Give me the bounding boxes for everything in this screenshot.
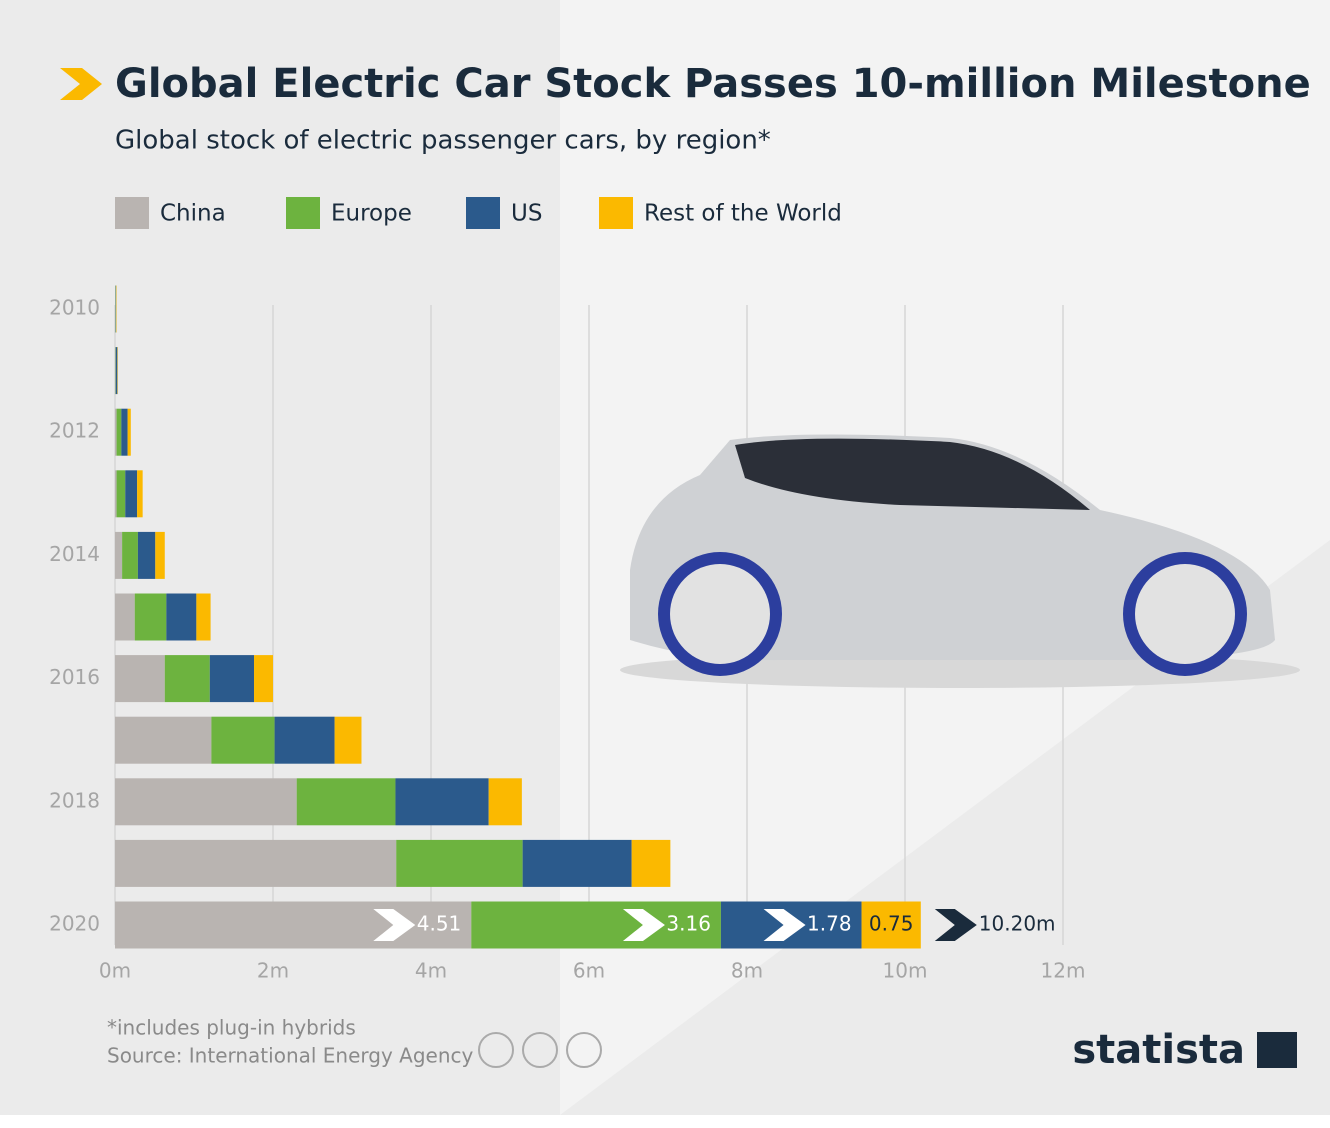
chart-title: Global Electric Car Stock Passes 10-mill… — [115, 61, 1311, 107]
y-tick-label: 2016 — [49, 665, 100, 689]
total-label: 10.20m — [979, 912, 1056, 936]
bar-segment — [115, 778, 297, 826]
legend-swatch — [599, 197, 633, 229]
bar-segment — [115, 593, 135, 641]
data-label: 3.16 — [666, 912, 711, 936]
bar-segment — [115, 470, 117, 518]
legend-label: US — [511, 201, 542, 227]
label-arrow — [763, 909, 806, 941]
bar-segment — [274, 716, 335, 764]
bar-segment — [488, 778, 522, 826]
legend-swatch — [286, 197, 320, 229]
bar-segment — [522, 839, 632, 887]
license-icons — [478, 1032, 602, 1068]
x-tick-label: 10m — [883, 959, 928, 983]
bar-segment — [395, 778, 489, 826]
bar-segment — [127, 408, 131, 456]
bar-segment — [861, 901, 921, 949]
bar-segment — [164, 655, 210, 703]
footnote: *includes plug-in hybrids — [107, 1016, 356, 1040]
x-tick-label: 6m — [573, 959, 605, 983]
bar-segment — [471, 901, 721, 949]
x-tick-label: 0m — [99, 959, 131, 983]
x-tick-label: 2m — [257, 959, 289, 983]
bar-segment — [196, 593, 211, 641]
bar-segment — [115, 655, 165, 703]
label-arrow — [373, 909, 416, 941]
car — [620, 434, 1300, 688]
bar-segment — [209, 655, 255, 703]
title-arrow — [60, 68, 102, 100]
bar-segment — [396, 839, 523, 887]
bar-segment — [116, 408, 122, 456]
x-tick-label: 12m — [1041, 959, 1086, 983]
bar-segment — [115, 408, 117, 456]
y-tick-label: 2020 — [49, 912, 100, 936]
label-arrow — [622, 909, 665, 941]
bar-segment — [115, 347, 118, 395]
bar-segment — [155, 531, 165, 579]
bar-segment — [134, 593, 167, 641]
bar-segment — [211, 716, 275, 764]
bar-segment — [115, 839, 397, 887]
bar-segment — [115, 531, 123, 579]
bar-segment — [296, 778, 396, 826]
bar-segment — [121, 408, 128, 456]
legend-label: Europe — [331, 201, 412, 227]
y-tick-label: 2012 — [49, 419, 100, 443]
y-tick-label: 2014 — [49, 542, 100, 566]
source: Source: International Energy Agency — [107, 1044, 474, 1068]
legend-swatch — [115, 197, 149, 229]
legend-label: Rest of the World — [644, 201, 842, 227]
bar-segment — [334, 716, 362, 764]
bar-segment — [166, 593, 197, 641]
bar-segment — [137, 531, 156, 579]
bar-segment — [631, 839, 671, 887]
y-tick-label: 2010 — [49, 296, 100, 320]
legend-label: China — [160, 201, 226, 227]
y-tick-label: 2018 — [49, 788, 100, 812]
bar-segment — [122, 531, 138, 579]
x-tick-label: 4m — [415, 959, 447, 983]
bar-segment — [115, 716, 212, 764]
bar-segment — [116, 470, 126, 518]
data-label: 4.51 — [417, 912, 462, 936]
footer-strip — [0, 1115, 1330, 1128]
bar-segment — [254, 655, 273, 703]
bar-segment — [125, 470, 138, 518]
x-tick-label: 8m — [731, 959, 763, 983]
label-arrow — [934, 909, 977, 941]
legend-swatch — [466, 197, 500, 229]
brand: statista — [1072, 1027, 1245, 1073]
brand-icon — [1257, 1032, 1297, 1068]
data-label: 0.75 — [869, 912, 914, 936]
data-label: 1.78 — [807, 912, 852, 936]
bar-segment — [137, 470, 143, 518]
chart-subtitle: Global stock of electric passenger cars,… — [115, 126, 771, 156]
